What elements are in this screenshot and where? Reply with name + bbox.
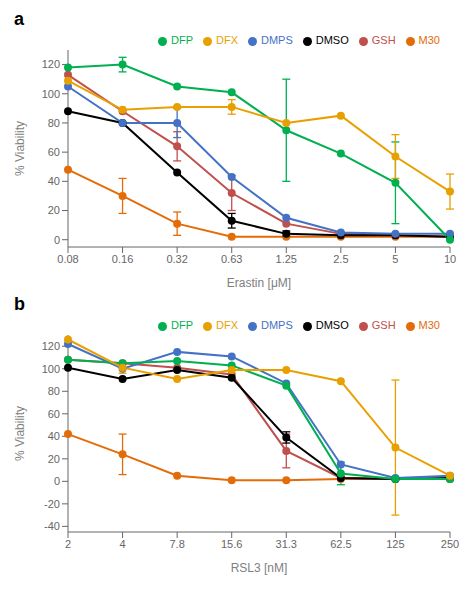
svg-text:7.8: 7.8: [169, 538, 184, 550]
html-text:DFP: DFP: [171, 319, 193, 331]
html-text:GSH: GSH: [371, 319, 396, 331]
svg-text:120: 120: [42, 340, 60, 352]
svg-text:Erastin [μM]: Erastin [μM]: [227, 276, 291, 290]
svg-text:100: 100: [42, 363, 60, 375]
svg-text:60: 60: [48, 146, 60, 158]
svg-text:0.63: 0.63: [221, 253, 242, 265]
svg-text:4: 4: [120, 538, 126, 550]
svg-text:20: 20: [48, 204, 60, 216]
svg-text:% Viability: % Viability: [13, 406, 27, 461]
html-text:DFX: DFX: [216, 34, 238, 46]
svg-text:2.5: 2.5: [333, 253, 348, 265]
svg-text:0.32: 0.32: [166, 253, 187, 265]
svg-text:0.08: 0.08: [57, 253, 78, 265]
html-text:DMSO: DMSO: [315, 34, 349, 46]
svg-text:62.5: 62.5: [330, 538, 351, 550]
svg-text:5: 5: [392, 253, 398, 265]
svg-text:40: 40: [48, 175, 60, 187]
html-text:a: a: [14, 9, 24, 29]
svg-text:40: 40: [48, 430, 60, 442]
html-text:DMSO: DMSO: [315, 319, 349, 331]
svg-text:-40: -40: [44, 520, 60, 532]
svg-text:80: 80: [48, 117, 60, 129]
svg-text:31.3: 31.3: [276, 538, 297, 550]
svg-text:1.25: 1.25: [276, 253, 297, 265]
svg-text:80: 80: [48, 385, 60, 397]
html-text:DMPS: DMPS: [261, 319, 293, 331]
svg-text:0: 0: [54, 475, 60, 487]
svg-text:0: 0: [54, 234, 60, 246]
svg-text:15.6: 15.6: [221, 538, 242, 550]
html-text:M30: M30: [418, 319, 440, 331]
html-text:b: b: [14, 294, 25, 314]
html-text:M30: M30: [418, 34, 440, 46]
svg-text:250: 250: [441, 538, 459, 550]
html-text:DFP: DFP: [171, 34, 193, 46]
svg-text:10: 10: [444, 253, 456, 265]
svg-text:60: 60: [48, 408, 60, 420]
svg-text:125: 125: [386, 538, 404, 550]
svg-text:-20: -20: [44, 498, 60, 510]
html-text:DMPS: DMPS: [261, 34, 293, 46]
svg-text:RSL3 [nM]: RSL3 [nM]: [231, 561, 288, 575]
html-text:GSH: GSH: [371, 34, 396, 46]
svg-text:2: 2: [65, 538, 71, 550]
svg-text:20: 20: [48, 453, 60, 465]
svg-text:0.16: 0.16: [112, 253, 133, 265]
html-text:DFX: DFX: [216, 319, 238, 331]
svg-text:% Viability: % Viability: [13, 121, 27, 176]
svg-text:100: 100: [42, 88, 60, 100]
svg-text:120: 120: [42, 58, 60, 70]
